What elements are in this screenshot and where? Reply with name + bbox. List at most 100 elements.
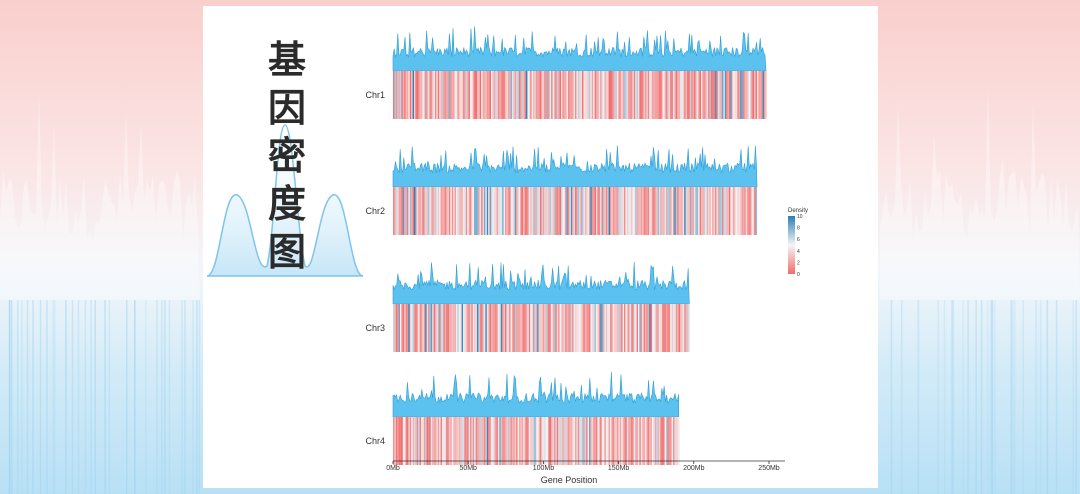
heatmap-cell <box>604 187 606 235</box>
heatmap-cell <box>484 417 486 465</box>
heatmap-cell <box>663 71 665 119</box>
heatmap-cell <box>436 417 438 465</box>
heatmap-cell <box>659 417 661 465</box>
heatmap-cell <box>680 304 682 352</box>
heatmap-cell <box>442 187 444 235</box>
heatmap-cell <box>491 71 493 119</box>
heatmap-cell <box>748 187 751 235</box>
chromosome-label: Chr4 <box>365 436 385 446</box>
heatmap-cell <box>561 71 563 119</box>
heatmap-cell <box>531 71 534 119</box>
heatmap-cell <box>474 304 476 352</box>
heatmap-cell <box>506 187 508 235</box>
heatmap-cell <box>496 417 499 465</box>
heatmap-cell <box>444 187 447 235</box>
heatmap-cell <box>439 304 441 352</box>
heatmap-cell <box>505 187 507 235</box>
heatmap-cell <box>519 417 521 465</box>
heatmap-cell <box>652 71 654 119</box>
heatmap-cell <box>661 71 664 119</box>
heatmap-cell <box>681 71 683 119</box>
heatmap-cell <box>591 187 594 235</box>
heatmap-cell <box>666 417 668 465</box>
heatmap-cell <box>605 417 608 465</box>
heatmap-cell <box>566 71 569 119</box>
heatmap-cell <box>415 304 417 352</box>
heatmap-cell <box>534 304 536 352</box>
heatmap-cell <box>703 71 706 119</box>
heatmap-cell <box>488 304 490 352</box>
heatmap-cell <box>548 304 550 352</box>
density-curve-icon <box>206 124 364 277</box>
heatmap-cell <box>698 187 700 235</box>
heatmap-cell <box>444 71 447 119</box>
heatmap-cell <box>563 417 566 465</box>
heatmap-cell <box>495 304 497 352</box>
heatmap-cell <box>478 71 480 119</box>
heatmap-cell <box>398 187 401 235</box>
heatmap-cell <box>575 304 577 352</box>
heatmap-cell <box>684 187 686 235</box>
heatmap-cell <box>660 187 662 235</box>
heatmap-cell <box>419 71 422 119</box>
heatmap-cell <box>464 71 466 119</box>
heatmap-cell <box>573 304 576 352</box>
background-stripe <box>901 300 903 494</box>
heatmap-cell <box>569 71 571 119</box>
background-stripe <box>975 300 977 494</box>
heatmap-cell <box>611 187 613 235</box>
heatmap-cell <box>626 417 629 465</box>
heatmap-cell <box>617 71 619 119</box>
heatmap-cell <box>449 187 451 235</box>
heatmap-cell <box>642 304 644 352</box>
heatmap-cell <box>678 187 681 235</box>
background-stripe <box>108 300 111 494</box>
heatmap-cell <box>566 417 569 465</box>
heatmap-cell <box>493 304 496 352</box>
heatmap-cell <box>458 304 461 352</box>
heatmap-cell <box>617 304 619 352</box>
heatmap-cell <box>682 304 685 352</box>
heatmap-cell <box>397 304 399 352</box>
heatmap-cell <box>422 71 424 119</box>
heatmap-cell <box>708 71 710 119</box>
heatmap-cell <box>447 304 450 352</box>
x-tick-label: 0Mb <box>386 465 400 472</box>
heatmap-cell <box>611 304 613 352</box>
heatmap-cell <box>727 187 730 235</box>
heatmap-cell <box>528 304 531 352</box>
heatmap-cell <box>591 417 594 465</box>
heatmap-cell <box>674 71 676 119</box>
heatmap-cell <box>395 304 398 352</box>
heatmap-cell <box>528 71 531 119</box>
heatmap-cell <box>468 187 471 235</box>
heatmap-cell <box>586 187 588 235</box>
heatmap-cell <box>544 71 546 119</box>
heatmap-cell <box>500 187 503 235</box>
heatmap-cell <box>449 304 451 352</box>
heatmap-cell <box>663 417 665 465</box>
heatmap-cell <box>446 187 448 235</box>
heatmap-cell <box>558 417 560 465</box>
heatmap-cell <box>419 304 422 352</box>
heatmap-cell <box>652 304 654 352</box>
heatmap-cell <box>433 187 436 235</box>
heatmap-cell <box>458 417 461 465</box>
heatmap-cell <box>533 417 535 465</box>
heatmap-cell <box>485 71 487 119</box>
heatmap-cell <box>534 417 536 465</box>
heatmap-cell <box>402 417 405 465</box>
heatmap-cell <box>640 71 643 119</box>
heatmap-cell <box>604 304 606 352</box>
heatmap-cell <box>649 187 651 235</box>
heatmap-cell <box>393 417 395 465</box>
heatmap-cell <box>496 304 499 352</box>
background-stripe <box>156 300 158 494</box>
heatmap-cell <box>478 304 480 352</box>
heatmap-cell <box>670 71 672 119</box>
heatmap-cell <box>430 71 433 119</box>
heatmap-cell <box>636 417 639 465</box>
heatmap-cell <box>426 417 429 465</box>
heatmap-cell <box>414 304 416 352</box>
